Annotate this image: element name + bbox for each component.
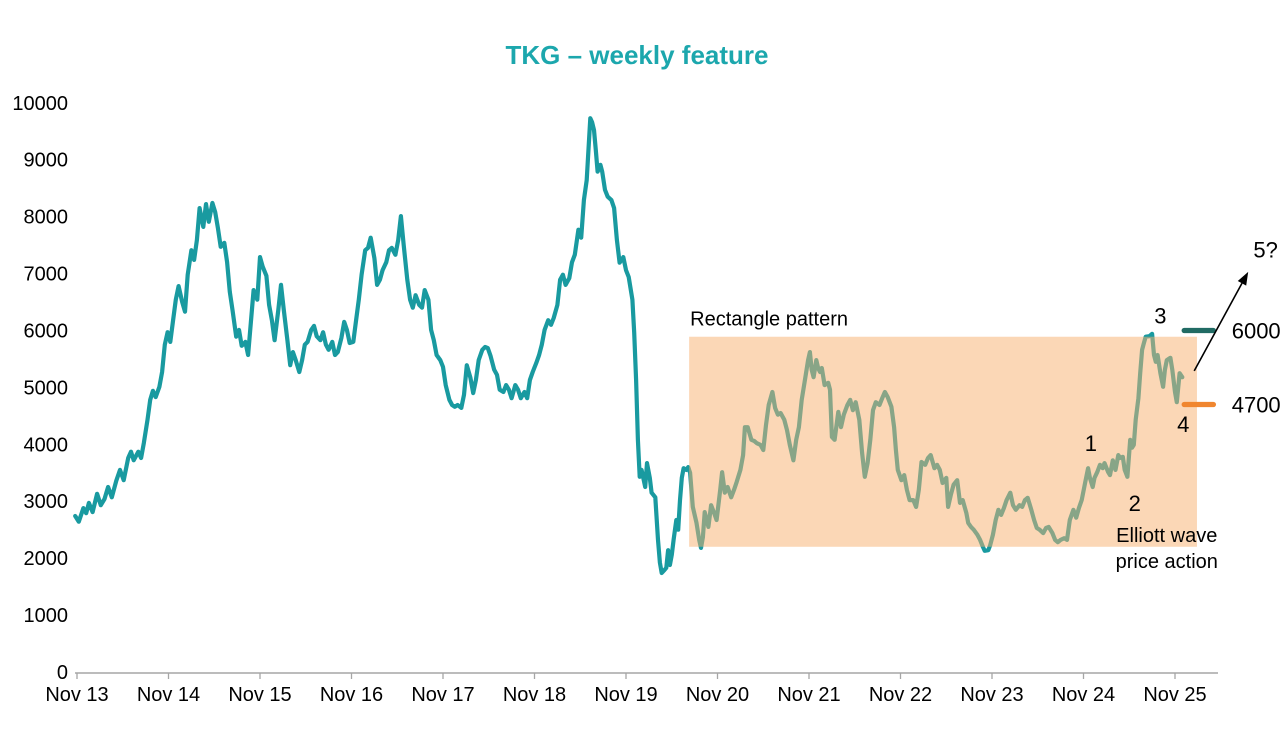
y-axis-label: 7000: [24, 264, 69, 286]
y-axis-label: 4000: [24, 434, 69, 456]
level-label-4700: 4700: [1232, 392, 1280, 417]
y-axis-label: 1000: [24, 605, 69, 627]
wave5-arrow-shaft: [1193, 282, 1243, 372]
chart-title: TKG – weekly feature: [506, 40, 769, 70]
annotations-group: 6000 4700 1 2 3 4 5? Elliott wave price action: [1085, 238, 1280, 573]
y-axis-label: 3000: [24, 491, 69, 513]
wave-label-1: 1: [1085, 431, 1097, 456]
x-axis-label: Nov 25: [1143, 684, 1206, 706]
x-axis-label: Nov 23: [960, 684, 1023, 706]
x-axis-label: Nov 14: [137, 684, 200, 706]
x-axis-label: Nov 21: [777, 684, 840, 706]
x-axis-label: Nov 19: [594, 684, 657, 706]
wave-label-2: 2: [1129, 491, 1141, 516]
axes: Nov 13 Nov 14 Nov 15 Nov 16 Nov 17 Nov 18 Nov …: [12, 93, 1218, 706]
y-axis-label: 2000: [24, 548, 69, 570]
x-axis-label: Nov 16: [320, 684, 383, 706]
elliott-wave-label-line2: price action: [1116, 551, 1218, 573]
x-axis-label: Nov 13: [45, 684, 108, 706]
y-axis-label: 9000: [24, 150, 69, 172]
y-axis-label: 0: [57, 662, 68, 684]
wave-label-4: 4: [1177, 412, 1189, 437]
rectangle-pattern-label: Rectangle pattern: [690, 309, 848, 331]
wave-label-5: 5?: [1253, 238, 1277, 263]
y-axis-label: 8000: [24, 207, 69, 229]
x-axis-label: Nov 15: [228, 684, 291, 706]
wave-label-3: 3: [1154, 304, 1166, 329]
y-axis-label: 6000: [24, 320, 69, 342]
x-axis-label: Nov 17: [411, 684, 474, 706]
wave5-arrowhead-icon: [1237, 271, 1249, 286]
y-axis-label: 5000: [24, 377, 69, 399]
x-axis-label: Nov 24: [1052, 684, 1115, 706]
rectangle-pattern: [689, 336, 1197, 547]
y-axis-label: 10000: [12, 93, 68, 115]
elliott-wave-label-line1: Elliott wave: [1116, 525, 1217, 547]
x-axis-label: Nov 22: [869, 684, 932, 706]
x-axis-label: Nov 20: [686, 684, 749, 706]
level-label-6000: 6000: [1232, 318, 1280, 343]
x-axis-label: Nov 18: [503, 684, 566, 706]
rectangle-pattern-group: Rectangle pattern: [689, 309, 1197, 547]
